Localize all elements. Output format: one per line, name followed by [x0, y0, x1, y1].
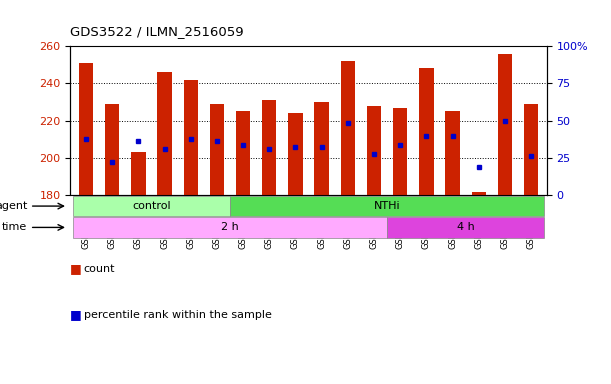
Text: 4 h: 4 h	[457, 222, 475, 232]
Bar	[445, 111, 459, 195]
Bar	[230, 196, 544, 216]
Bar	[393, 108, 408, 195]
Bar	[341, 61, 355, 195]
Bar	[131, 152, 145, 195]
Bar	[315, 102, 329, 195]
Text: ■: ■	[70, 308, 82, 321]
Bar	[367, 106, 381, 195]
Bar	[73, 217, 387, 238]
Bar	[183, 79, 198, 195]
Text: time: time	[2, 222, 27, 232]
Text: control: control	[132, 201, 170, 211]
Bar	[419, 68, 434, 195]
Text: NTHi: NTHi	[374, 201, 400, 211]
Bar	[79, 63, 93, 195]
Bar	[288, 113, 302, 195]
Text: GDS3522 / ILMN_2516059: GDS3522 / ILMN_2516059	[70, 25, 244, 38]
Bar	[472, 192, 486, 195]
Bar	[158, 72, 172, 195]
Bar	[236, 111, 251, 195]
Bar	[105, 104, 119, 195]
Text: agent: agent	[0, 201, 27, 211]
Text: count: count	[84, 264, 115, 274]
Text: 2 h: 2 h	[221, 222, 239, 232]
Text: percentile rank within the sample: percentile rank within the sample	[84, 310, 271, 320]
Bar	[73, 196, 230, 216]
Bar	[524, 104, 538, 195]
Bar	[210, 104, 224, 195]
Bar	[498, 53, 512, 195]
Bar	[387, 217, 544, 238]
Text: ■: ■	[70, 262, 82, 275]
Bar	[262, 100, 276, 195]
